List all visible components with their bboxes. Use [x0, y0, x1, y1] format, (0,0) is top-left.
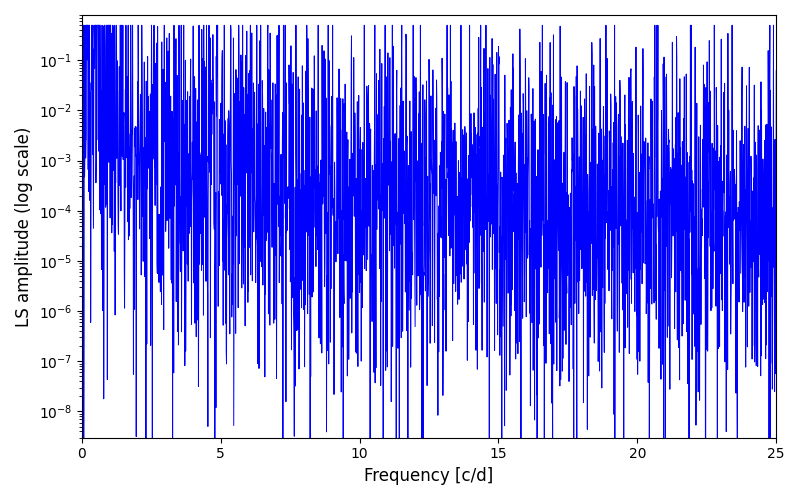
Y-axis label: LS amplitude (log scale): LS amplitude (log scale)	[15, 126, 33, 326]
X-axis label: Frequency [c/d]: Frequency [c/d]	[364, 467, 494, 485]
